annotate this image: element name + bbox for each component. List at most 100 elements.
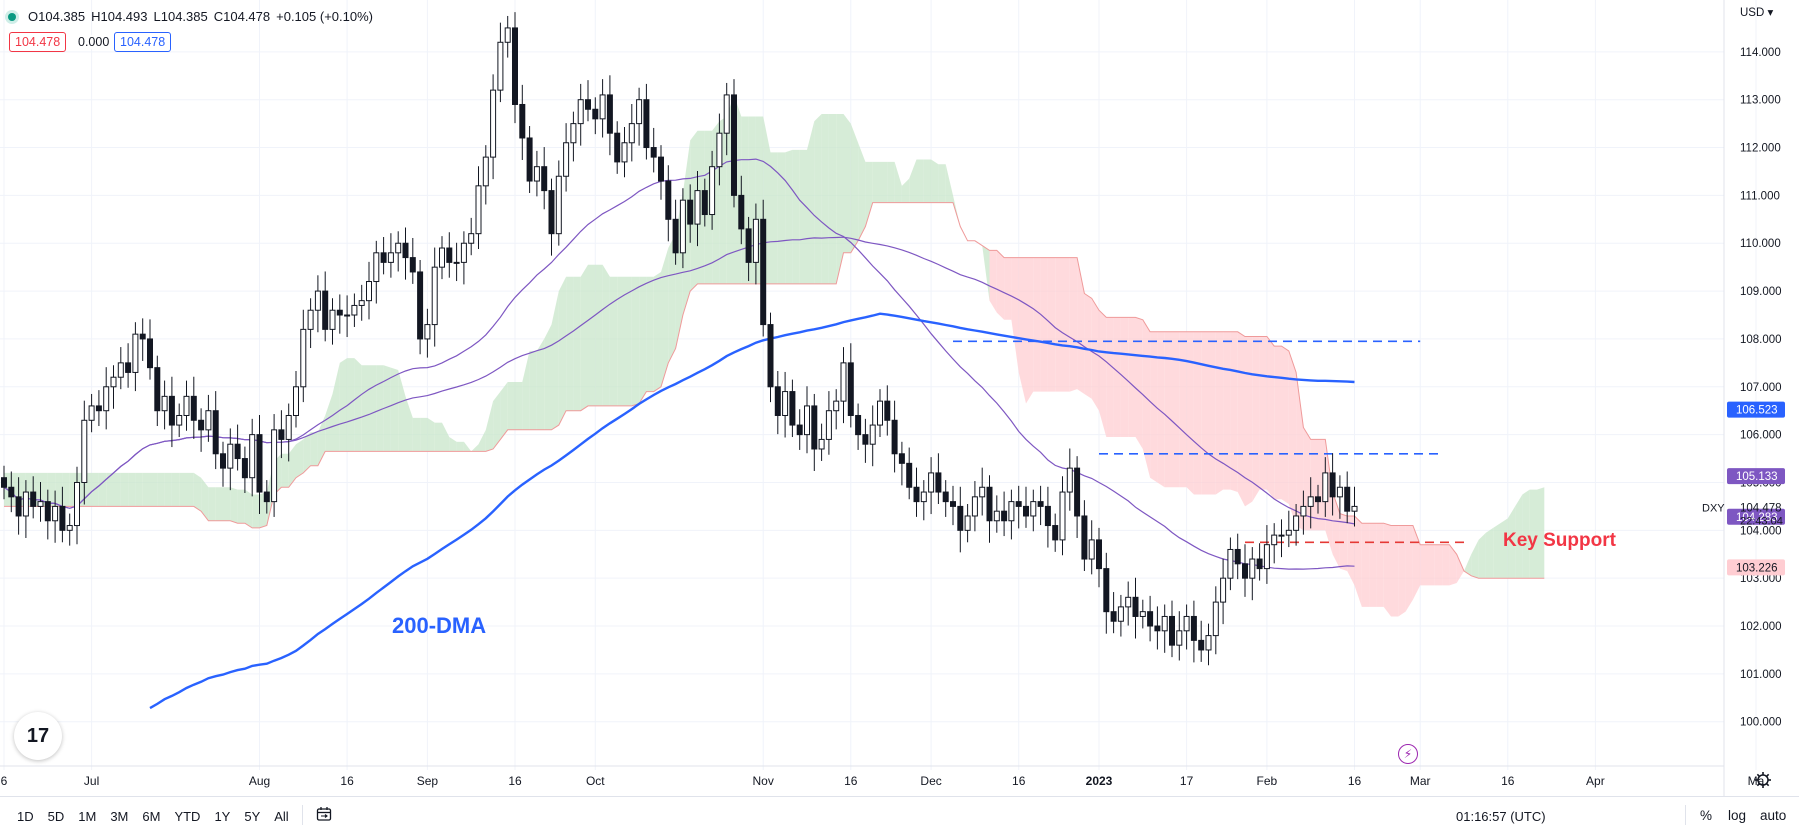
candle-body (22, 491, 29, 517)
candle-body (1088, 539, 1095, 560)
cloud-segment (412, 417, 421, 452)
candle-body (373, 252, 380, 283)
candle-body (234, 443, 241, 460)
candle-body (504, 27, 511, 43)
time-tick-label: Feb (1257, 774, 1278, 788)
candle-body (869, 424, 876, 445)
candle-body (898, 453, 905, 464)
candle-body (475, 185, 482, 235)
cloud-segment (602, 264, 610, 406)
cloud-segment (661, 248, 669, 387)
calendar-range-icon[interactable] (316, 806, 332, 822)
candle-body (336, 309, 343, 316)
candle-body (658, 156, 664, 182)
candle-body (366, 281, 372, 302)
cloud-segment (398, 370, 406, 452)
candle-body (278, 429, 285, 440)
percent-toggle[interactable]: % (1700, 808, 1713, 823)
cloud-segment (1537, 487, 1545, 579)
sell-price-box[interactable]: 104.478 (9, 32, 67, 52)
time-tick-label: Apr (1586, 774, 1605, 788)
cloud-segment (1493, 523, 1501, 579)
cloud-segment (697, 130, 705, 284)
candle-body (460, 242, 467, 263)
auto-toggle[interactable]: auto (1760, 808, 1787, 823)
cloud-segment (98, 472, 107, 507)
range-all[interactable]: All (274, 809, 289, 824)
cloud-segment (369, 365, 377, 452)
candle-body (1205, 635, 1212, 651)
range-5d[interactable]: 5D (47, 809, 65, 824)
range-6m[interactable]: 6M (142, 809, 161, 824)
range-1d[interactable]: 1D (17, 809, 34, 824)
cloud-segment (1040, 257, 1048, 392)
candle-body (694, 190, 701, 225)
candle-body (628, 123, 635, 144)
candle-body (1052, 525, 1059, 541)
cloud-segment (639, 276, 647, 404)
candle-body (176, 414, 183, 426)
cloud-segment (828, 114, 837, 284)
cloud-segment (573, 276, 581, 411)
price-tick-label: 103.000 (1740, 573, 1782, 585)
candle-body (679, 199, 686, 254)
candle-body (168, 395, 175, 426)
candle-body (862, 434, 869, 445)
cloud-segment (1033, 257, 1041, 392)
cloud-segment (1485, 527, 1494, 579)
cloud-segment (566, 276, 574, 411)
sma-price-marker-2: 104.283 (1736, 512, 1778, 524)
cloud-segment (1055, 257, 1063, 392)
utc-clock[interactable]: 01:16:57 (UTC) (1456, 809, 1546, 824)
cloud-segment (113, 472, 121, 507)
time-tick-label: 16 (340, 774, 354, 788)
cloud-segment (982, 245, 990, 301)
price-tick-label: 106.000 (1740, 430, 1782, 442)
candle-body (818, 438, 825, 450)
cloud-segment (1245, 336, 1253, 507)
candle-body (570, 123, 577, 144)
cloud-segment (872, 161, 880, 203)
cloud-segment (40, 472, 48, 507)
range-3m[interactable]: 3M (110, 809, 129, 824)
cloud-segment (1464, 554, 1472, 576)
cloud-segment (427, 417, 435, 452)
currency-label[interactable]: USD ▾ (1740, 7, 1773, 19)
candle-body (241, 458, 248, 479)
plot-area: 200-DMA Key Support (0, 0, 1757, 770)
range-1y[interactable]: 1Y (214, 809, 231, 824)
candle-body (935, 472, 942, 493)
candle-body (760, 218, 767, 326)
buy-price-box[interactable]: 104.478 (114, 32, 172, 52)
sma-price-marker: 105.133 (1736, 471, 1778, 483)
cloud-segment (1077, 257, 1085, 394)
candle-body (731, 94, 737, 196)
candle-body (884, 400, 891, 421)
cloud-segment (1412, 525, 1421, 600)
cloud-segment (1252, 336, 1260, 502)
cloud-segment (923, 159, 932, 203)
candlestick-chart[interactable]: 200-DMA Key Support USD ▾ 100.000 101.000 102… (0, 0, 1799, 796)
cloud-segment (1354, 515, 1362, 607)
cloud-segment (880, 161, 888, 203)
log-toggle[interactable]: log (1728, 808, 1747, 823)
cloud-segment (1091, 298, 1099, 411)
price-tick-label: 113.000 (1740, 95, 1781, 107)
cloud-segment (529, 350, 537, 430)
cloud-segment (515, 382, 523, 430)
range-1m[interactable]: 1M (78, 809, 97, 824)
lightning-icon[interactable]: ⚡ (1398, 744, 1418, 764)
sma-price-marker-2-bg (1727, 508, 1785, 525)
candle-body (431, 266, 438, 326)
cloud-segment (120, 472, 129, 507)
cloud-segment (1208, 331, 1216, 495)
candle-body (774, 386, 781, 416)
time-tick-label: 16 (844, 774, 858, 788)
range-5y[interactable]: 5Y (244, 809, 261, 824)
cloud-segment (157, 472, 165, 507)
tradingview-logo-icon[interactable]: 17 (14, 712, 62, 760)
range-ytd[interactable]: YTD (174, 809, 201, 824)
gear-icon[interactable] (1755, 772, 1771, 788)
cloud-segment (186, 472, 194, 507)
candle-body (59, 505, 66, 531)
